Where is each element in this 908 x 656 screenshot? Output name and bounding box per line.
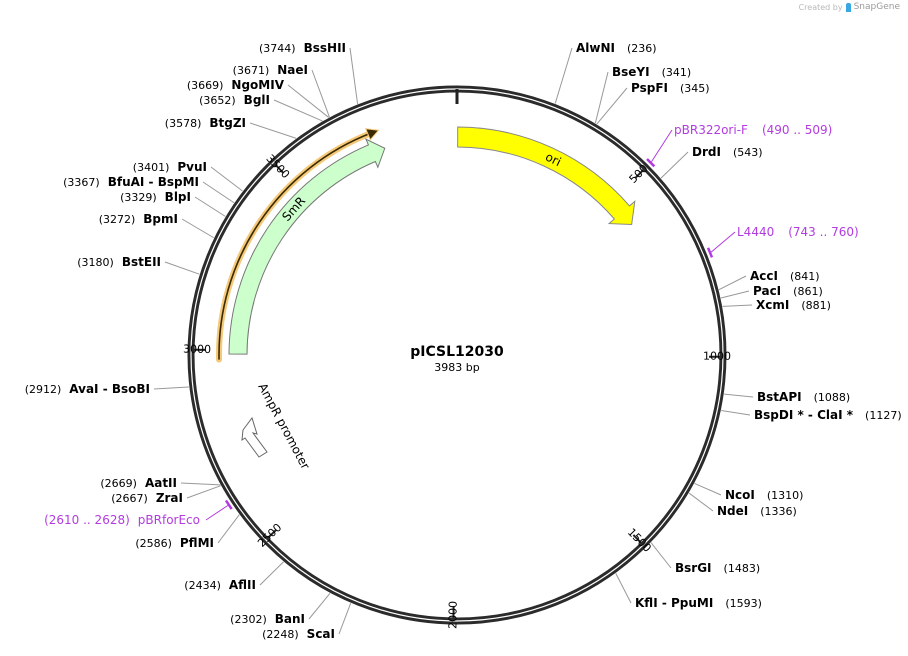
site-ngomiv[interactable]: (3669) NgoMIV bbox=[187, 78, 285, 92]
primer-leader-line bbox=[710, 231, 736, 253]
site-bstapi[interactable]: BstAPI (1088) bbox=[757, 390, 850, 404]
site-leader-line bbox=[164, 261, 200, 275]
feature-label-ampr-promoter: AmpR promoter bbox=[255, 381, 312, 472]
site-pflmi[interactable]: (2586) PflMI bbox=[135, 536, 214, 550]
primer-pbrforeco[interactable]: (2610 .. 2628) pBRforEco bbox=[44, 513, 200, 527]
site-aflii[interactable]: (2434) AflII bbox=[184, 578, 256, 592]
site-leader-line bbox=[349, 47, 359, 105]
tick-label: 2000 bbox=[446, 601, 459, 629]
site-bsteii[interactable]: (3180) BstEII bbox=[77, 255, 161, 269]
site-btgzi[interactable]: (3578) BtgZI bbox=[165, 116, 246, 130]
site-leader-line bbox=[308, 592, 331, 620]
primers-layer: pBR322ori-F (490 .. 509) L4440 (743 .. 760)… bbox=[44, 123, 859, 527]
site-bgli[interactable]: (3652) BglI bbox=[199, 93, 270, 107]
primer-mark bbox=[706, 247, 714, 258]
site-alwni[interactable]: AlwNI (236) bbox=[576, 41, 657, 55]
site-leader-line bbox=[181, 218, 215, 239]
site-xcmi[interactable]: XcmI (881) bbox=[756, 298, 831, 312]
primer-leader-line bbox=[205, 504, 229, 521]
credit-brand: SnapGene bbox=[853, 2, 900, 12]
site-leader-line bbox=[721, 410, 751, 416]
plasmid-length: 3983 bp bbox=[434, 361, 479, 374]
site-pvui[interactable]: (3401) PvuI bbox=[133, 160, 207, 174]
site-leader-line bbox=[249, 122, 297, 139]
feature-smr[interactable] bbox=[228, 138, 386, 355]
site-leader-line bbox=[287, 84, 329, 118]
site-pspfi[interactable]: PspFI (345) bbox=[631, 81, 710, 95]
site-leader-line bbox=[202, 181, 235, 204]
site-leader-line bbox=[722, 304, 753, 307]
feature-ampr-promoter[interactable] bbox=[241, 416, 268, 458]
tick-500 bbox=[635, 168, 645, 179]
site-leader-line bbox=[311, 69, 330, 118]
site-aatii[interactable]: (2669) AatII bbox=[100, 476, 177, 490]
site-drdi[interactable]: DrdI (543) bbox=[692, 145, 763, 159]
site-bseyi[interactable]: BseYI (341) bbox=[612, 65, 691, 79]
site-leader-line bbox=[554, 47, 573, 104]
site-leader-line bbox=[273, 99, 323, 122]
site-leader-line bbox=[153, 386, 189, 390]
tick-1500 bbox=[632, 534, 642, 544]
plasmid-name: pICSL12030 bbox=[410, 344, 504, 360]
credit-prefix: Created by bbox=[798, 2, 843, 12]
site-leader-line bbox=[720, 290, 750, 299]
site-paci[interactable]: PacI (861) bbox=[753, 284, 823, 298]
site-leader-line bbox=[724, 393, 754, 398]
feature-orange-orf[interactable] bbox=[218, 132, 372, 360]
restriction-sites: AlwNI (236) BseYI (341) PspFI (345) DrdI (543) A… bbox=[25, 41, 902, 641]
feature-label-ori: ori bbox=[543, 150, 563, 169]
site-leader-line bbox=[694, 482, 722, 496]
site-acci[interactable]: AccI (841) bbox=[750, 269, 820, 283]
site-kfli-ppumi[interactable]: KflI - PpuMI (1593) bbox=[635, 596, 762, 610]
primer-mark bbox=[224, 499, 233, 510]
site-leader-line bbox=[217, 514, 240, 544]
site-bfuai-bspmi[interactable]: (3367) BfuAI - BspMI bbox=[63, 175, 199, 189]
site-zrai[interactable]: (2667) ZraI bbox=[111, 491, 183, 505]
primer-pbr322ori-f[interactable]: pBR322ori-F (490 .. 509) bbox=[674, 123, 832, 137]
site-ncoi[interactable]: NcoI (1310) bbox=[725, 488, 803, 502]
tick-3500 bbox=[274, 164, 284, 174]
site-bsrgi[interactable]: BsrGI (1483) bbox=[675, 561, 760, 575]
site-bani[interactable]: (2302) BanI bbox=[230, 612, 305, 626]
site-leader-line bbox=[615, 573, 632, 604]
snapgene-credit: Created by SnapGene bbox=[799, 2, 900, 12]
feature-ori[interactable] bbox=[457, 126, 636, 226]
snapgene-logo-icon bbox=[845, 2, 851, 12]
site-ndei[interactable]: NdeI (1336) bbox=[717, 504, 797, 518]
tick-2500 bbox=[267, 529, 277, 539]
primer-l4440[interactable]: L4440 (743 .. 760) bbox=[737, 225, 859, 239]
tick-label: 3000 bbox=[183, 342, 211, 356]
site-bpmi[interactable]: (3272) BpmI bbox=[99, 212, 178, 226]
site-naei[interactable]: (3671) NaeI bbox=[233, 63, 308, 77]
primer-leader-line bbox=[650, 129, 673, 163]
site-leader-line bbox=[718, 275, 747, 291]
site-leader-line bbox=[596, 87, 628, 125]
site-blpi[interactable]: (3329) BlpI bbox=[120, 190, 191, 204]
site-avai-bsobi[interactable]: (2912) AvaI - BsoBI bbox=[25, 382, 150, 396]
site-leader-line bbox=[210, 166, 243, 192]
site-scai[interactable]: (2248) ScaI bbox=[262, 627, 335, 641]
site-leader-line bbox=[259, 561, 284, 586]
orange-orf-arrowhead-icon bbox=[364, 128, 380, 141]
site-leader-line bbox=[338, 603, 352, 635]
primer-mark bbox=[646, 158, 656, 168]
site-leader-line bbox=[594, 71, 609, 124]
site-leader-line bbox=[688, 492, 714, 512]
site-leader-lines bbox=[153, 47, 754, 635]
site-leader-line bbox=[194, 196, 226, 217]
tick-label: 1000 bbox=[703, 350, 731, 363]
site-leader-line bbox=[180, 482, 221, 486]
site-leader-line bbox=[650, 542, 672, 569]
site-bsshii[interactable]: (3744) BssHII bbox=[259, 41, 346, 55]
site-leader-line bbox=[186, 485, 221, 499]
site-leader-line bbox=[660, 151, 689, 179]
site-bspdi-clai-[interactable]: BspDI * - ClaI * (1127) bbox=[754, 408, 902, 422]
